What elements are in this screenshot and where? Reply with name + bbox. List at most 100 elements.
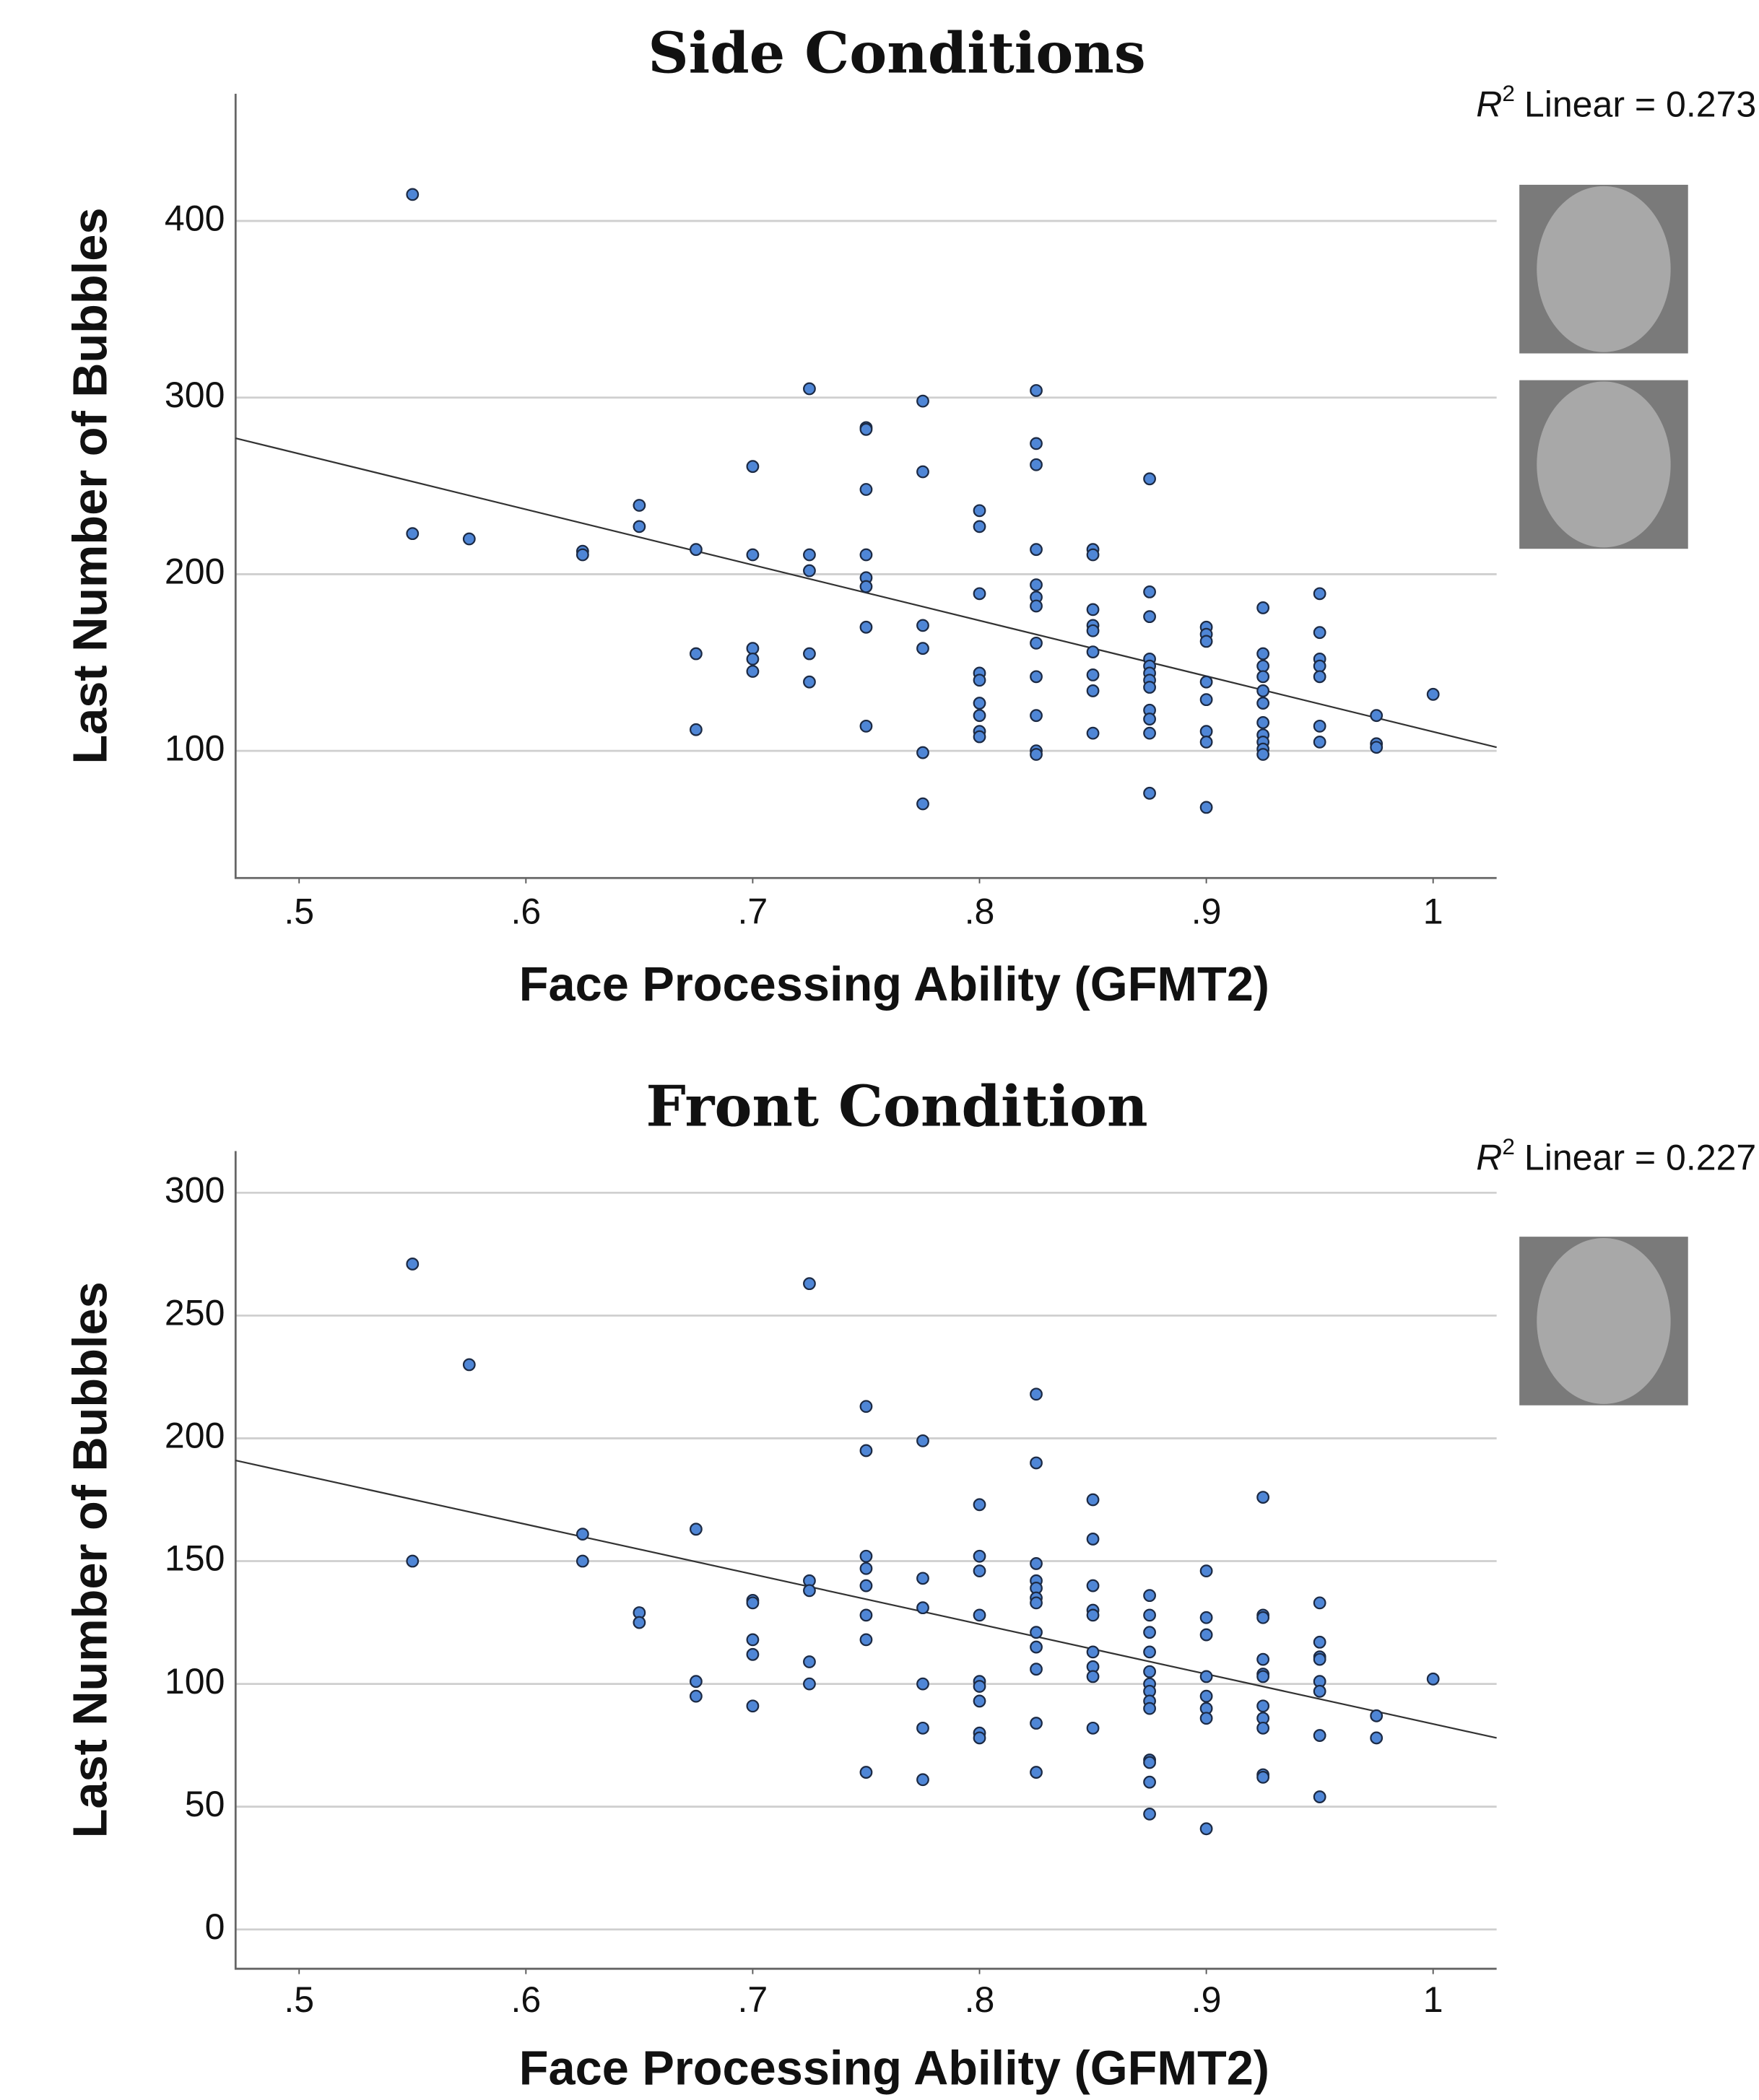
data-point [1199, 693, 1213, 707]
data-point [803, 1677, 816, 1691]
data-point [1313, 1729, 1326, 1742]
x-tick-label: 1 [1423, 892, 1443, 932]
data-point [1086, 1579, 1100, 1593]
data-point [916, 797, 929, 811]
data-point [406, 1554, 420, 1568]
y-tick-label: 50 [185, 1784, 225, 1824]
r-text: Linear = 0.273 [1524, 84, 1756, 125]
data-point [1030, 1766, 1043, 1779]
data-point [1030, 1557, 1043, 1570]
data-point [1199, 1689, 1213, 1703]
data-point [576, 1554, 589, 1568]
data-point [1143, 1807, 1156, 1821]
data-point [973, 697, 986, 710]
r-squared-annotation: R2 Linear = 0.227 [1476, 1133, 1756, 1178]
data-point [859, 1766, 873, 1779]
data-point [1086, 624, 1100, 637]
data-point [859, 1444, 873, 1458]
data-point [689, 723, 703, 736]
chart-title: Front Condition [646, 1073, 1148, 1139]
data-point [1086, 603, 1100, 617]
data-point [1143, 1589, 1156, 1603]
data-point [859, 1579, 873, 1593]
data-point [689, 1689, 703, 1703]
data-point [1256, 1699, 1270, 1713]
data-point [1143, 585, 1156, 598]
data-point [576, 1528, 589, 1541]
data-point [803, 564, 816, 578]
data-point [1256, 1652, 1270, 1666]
data-point [1143, 1608, 1156, 1622]
face-image [1537, 1237, 1671, 1404]
data-point [803, 675, 816, 689]
r-symbol: R [1476, 1138, 1502, 1178]
data-point [973, 1694, 986, 1708]
data-point [1143, 1665, 1156, 1678]
r-exponent: 2 [1502, 80, 1515, 106]
y-axis-title: Last Number of Bubbles [64, 1281, 117, 1838]
data-point [633, 1616, 646, 1629]
data-point [576, 548, 589, 562]
data-point [1256, 647, 1270, 661]
data-point [406, 527, 420, 541]
data-point [1086, 1608, 1100, 1622]
data-point [1030, 1596, 1043, 1610]
face-image [1537, 186, 1671, 352]
data-point [1426, 687, 1440, 701]
data-point [973, 1680, 986, 1693]
data-point [1086, 1533, 1100, 1546]
data-point [746, 1699, 760, 1713]
data-point [859, 483, 873, 496]
data-point [803, 548, 816, 562]
data-point [1030, 709, 1043, 723]
data-point [689, 647, 703, 661]
data-point [916, 642, 929, 655]
data-point [1143, 472, 1156, 486]
data-point [973, 504, 986, 518]
data-point [1086, 1645, 1100, 1659]
data-point [916, 394, 929, 408]
data-point [859, 719, 873, 733]
data-point [859, 1608, 873, 1622]
data-point [916, 1677, 929, 1691]
data-point [1199, 675, 1213, 689]
data-point [633, 520, 646, 533]
data-point [1086, 1721, 1100, 1735]
data-point [406, 1258, 420, 1271]
data-point [1143, 1775, 1156, 1789]
data-point [916, 1601, 929, 1615]
data-point [1313, 626, 1326, 640]
x-tick-label: .8 [965, 892, 995, 932]
data-point [916, 1773, 929, 1787]
data-point [1313, 659, 1326, 673]
data-point [689, 1522, 703, 1536]
data-point [1256, 1721, 1270, 1735]
data-point [1199, 635, 1213, 648]
data-point [1030, 636, 1043, 650]
data-point [1199, 1712, 1213, 1725]
data-point [1256, 670, 1270, 684]
data-point [859, 580, 873, 593]
data-point [746, 548, 760, 562]
data-point [1199, 1628, 1213, 1642]
face-image [1537, 381, 1671, 548]
data-point [1143, 1702, 1156, 1715]
data-point [1030, 458, 1043, 471]
data-point [1256, 716, 1270, 729]
data-point [973, 730, 986, 744]
data-point [1143, 681, 1156, 694]
data-point [1086, 726, 1100, 740]
data-point [1030, 1640, 1043, 1654]
x-tick-label: .8 [965, 1979, 995, 2020]
data-point [1030, 1387, 1043, 1401]
x-tick-label: .5 [284, 1979, 314, 2020]
data-point [1030, 437, 1043, 450]
data-point [1199, 1564, 1213, 1578]
data-point [1313, 1596, 1326, 1610]
data-point [803, 1584, 816, 1598]
data-point [1030, 1717, 1043, 1730]
data-point [1199, 1611, 1213, 1624]
data-point [689, 543, 703, 557]
r-squared-annotation: R2 Linear = 0.273 [1476, 80, 1756, 125]
data-point [1313, 1652, 1326, 1666]
